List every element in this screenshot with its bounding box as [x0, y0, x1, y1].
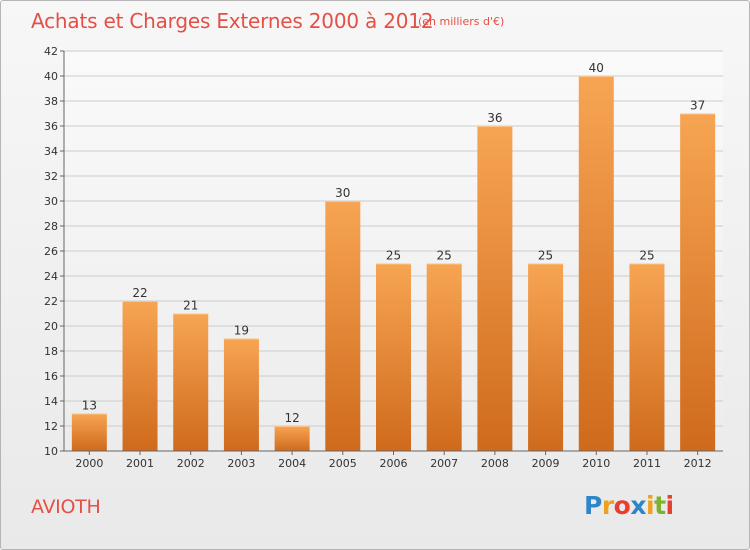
commune-name: AVIOTH [31, 496, 101, 518]
bar-2006[interactable] [376, 263, 411, 452]
bar-2002[interactable] [173, 313, 209, 452]
value-label-2005: 30 [335, 186, 350, 200]
y-tick-label: 10 [44, 445, 58, 458]
value-label-2000: 13 [82, 399, 97, 413]
x-tick-label-2008: 2008 [481, 457, 509, 470]
bar-2000[interactable] [71, 413, 107, 452]
y-tick-label: 12 [44, 420, 58, 433]
bar-series [71, 76, 716, 452]
x-tick-label-2007: 2007 [430, 457, 458, 470]
x-tick-label-2004: 2004 [278, 457, 306, 470]
value-label-2001: 22 [132, 286, 147, 300]
y-tick-label: 28 [44, 220, 58, 233]
bar-2003[interactable] [223, 338, 259, 452]
labels: 10 12 14 16 18 20 22 24 26 28 30 32 34 36 38 40 42 13 2000… [44, 45, 712, 470]
y-tick-label: 32 [44, 170, 58, 183]
bar-2010[interactable] [578, 76, 614, 451]
x-tick-label-2006: 2006 [380, 457, 408, 470]
value-label-2012: 37 [690, 99, 705, 113]
logo-letter: i [665, 491, 675, 520]
value-label-2009: 25 [538, 249, 553, 263]
logo-letter: i [646, 491, 655, 520]
x-tick-label-2011: 2011 [633, 457, 661, 470]
y-tick-label: 42 [44, 45, 58, 58]
y-tick-label: 34 [44, 145, 58, 158]
value-label-2008: 36 [487, 111, 502, 125]
y-tick-label: 36 [44, 120, 58, 133]
y-tick-label: 18 [44, 345, 58, 358]
value-label-2003: 19 [234, 324, 249, 338]
logo-letter: x [630, 491, 646, 520]
y-tick-label: 20 [44, 320, 58, 333]
x-tick-label-2010: 2010 [582, 457, 610, 470]
logo-letter: t [654, 491, 666, 520]
x-tick-label-2002: 2002 [177, 457, 205, 470]
y-tick-label: 38 [44, 95, 58, 108]
x-tick-label-2000: 2000 [75, 457, 103, 470]
x-tick-label-2003: 2003 [227, 457, 255, 470]
value-label-2004: 12 [284, 411, 299, 425]
x-tick-label-2001: 2001 [126, 457, 154, 470]
bar-2004[interactable] [274, 426, 310, 451]
bar-2007[interactable] [426, 263, 462, 452]
chart-subtitle: (en milliers d'€) [418, 15, 505, 28]
bar-2008[interactable] [477, 126, 513, 451]
value-label-2002: 21 [183, 299, 198, 313]
value-label-2010: 40 [589, 61, 604, 75]
bar-2009[interactable] [528, 263, 564, 452]
y-tick-label: 24 [44, 270, 58, 283]
logo-letter: P [584, 491, 602, 520]
value-label-2006: 25 [386, 249, 401, 263]
x-tick-label-2009: 2009 [532, 457, 560, 470]
y-tick-label: 40 [44, 70, 58, 83]
bar-2005[interactable] [325, 201, 361, 451]
logo-letter: o [613, 491, 631, 520]
y-tick-label: 30 [44, 195, 58, 208]
value-label-2007: 25 [437, 249, 452, 263]
chart-title: Achats et Charges Externes 2000 à 2012 [31, 9, 434, 33]
bar-2001[interactable] [122, 301, 158, 451]
bar-2012[interactable] [680, 113, 716, 452]
logo-letter: r [601, 491, 614, 520]
y-tick-label: 26 [44, 245, 58, 258]
value-label-2011: 25 [639, 249, 654, 263]
y-tick-label: 14 [44, 395, 58, 408]
y-tick-label: 22 [44, 295, 58, 308]
y-tick-label: 16 [44, 370, 58, 383]
bar-2011[interactable] [629, 263, 665, 452]
axes [60, 50, 723, 455]
x-tick-label-2005: 2005 [329, 457, 357, 470]
x-tick-label-2012: 2012 [684, 457, 712, 470]
proxiti-logo[interactable]: Proxiti [584, 491, 674, 520]
